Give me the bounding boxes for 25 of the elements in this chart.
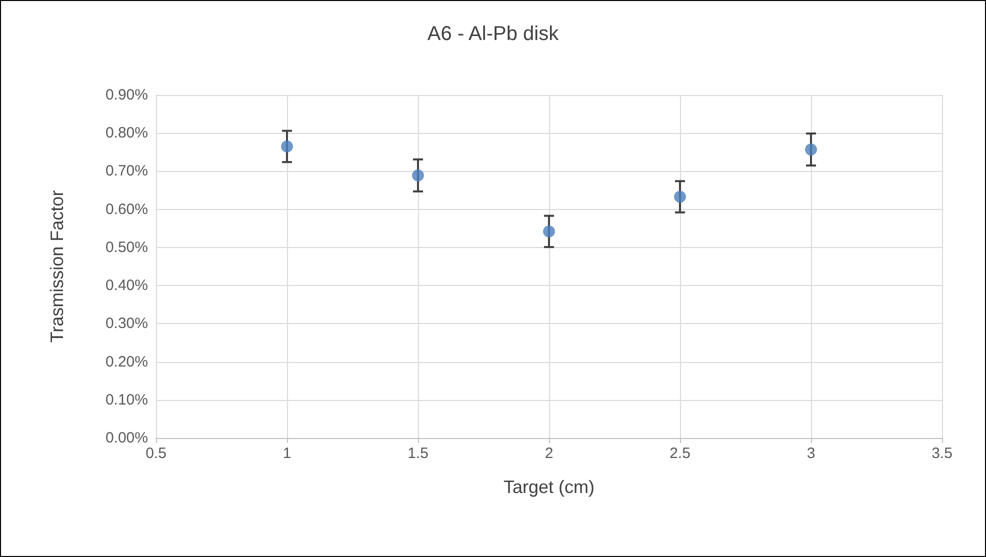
point bbox=[281, 140, 293, 152]
x-tick-label: 2.5 bbox=[670, 445, 690, 462]
point bbox=[674, 190, 686, 203]
chart-title: A6 - Al-Pb disk bbox=[427, 23, 560, 45]
y-tick-label: 0.00% bbox=[105, 430, 148, 446]
point bbox=[543, 225, 555, 238]
x-tick-label: 2 bbox=[544, 445, 554, 462]
y-tick-label: 0.40% bbox=[105, 277, 148, 294]
y-tick-label: 0.10% bbox=[105, 391, 148, 408]
y-axis-title: Trasmission Factor bbox=[47, 190, 67, 343]
x-tick-label: 0.5 bbox=[146, 445, 166, 462]
y-tick-label: 0.20% bbox=[105, 353, 148, 370]
y-tick-label: 0.70% bbox=[105, 162, 148, 180]
y-tick-label: 0.90% bbox=[105, 86, 148, 104]
y-tick-label: 0.30% bbox=[105, 315, 148, 332]
x-tick-label: 1.5 bbox=[408, 445, 428, 462]
point bbox=[412, 169, 424, 182]
y-tick-label: 0.80% bbox=[105, 124, 148, 142]
y-tick-label: 0.60% bbox=[105, 200, 148, 218]
x-tick-label: 1 bbox=[282, 445, 292, 462]
x-axis-title: Target (cm) bbox=[503, 477, 595, 497]
y-tick-label: 0.50% bbox=[105, 238, 148, 256]
x-tick-label: 3.5 bbox=[932, 445, 952, 462]
point bbox=[805, 144, 817, 156]
x-tick-label: 3 bbox=[806, 445, 816, 462]
